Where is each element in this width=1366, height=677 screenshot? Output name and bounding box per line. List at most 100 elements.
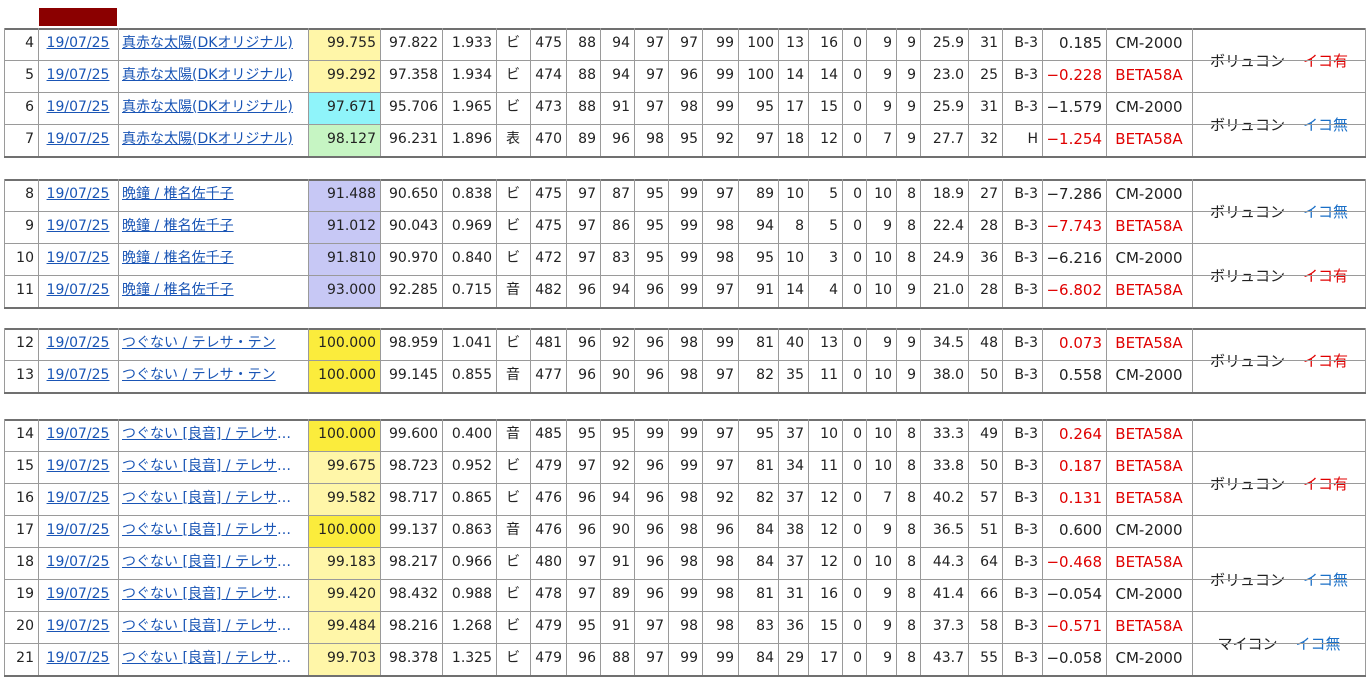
date-cell[interactable]: 19/07/25 xyxy=(38,60,118,92)
song-cell[interactable]: つぐない [良音] / テレサ・テン xyxy=(118,547,308,579)
column-divider xyxy=(1192,179,1193,307)
song-link[interactable]: 晩鐘 / 椎名佐千子 xyxy=(122,282,234,298)
song-link[interactable]: つぐない / テレサ・テン xyxy=(122,367,276,383)
date-cell[interactable]: 19/07/25 xyxy=(38,579,118,611)
song-cell[interactable]: 真赤な太陽(DKオリジナル) xyxy=(118,92,308,124)
song-link[interactable]: 晩鐘 / 椎名佐千子 xyxy=(122,186,234,202)
date-link[interactable]: 19/07/25 xyxy=(46,522,110,538)
song-link[interactable]: 晩鐘 / 椎名佐千子 xyxy=(122,218,234,234)
song-link[interactable]: つぐない [良音] / テレサ・テン xyxy=(122,490,304,506)
date-cell[interactable]: 19/07/25 xyxy=(38,483,118,515)
column-divider xyxy=(634,328,635,392)
date-link[interactable]: 19/07/25 xyxy=(46,618,110,634)
song-cell[interactable]: つぐない [良音] / テレサ・テン xyxy=(118,643,308,675)
vibrato-seconds-cell: 44.3 xyxy=(932,554,964,570)
column-divider xyxy=(1002,328,1003,392)
date-cell[interactable]: 19/07/25 xyxy=(38,611,118,643)
date-link[interactable]: 19/07/25 xyxy=(46,186,110,202)
date-cell[interactable]: 19/07/25 xyxy=(38,643,118,675)
date-link[interactable]: 19/07/25 xyxy=(46,458,110,474)
date-cell[interactable]: 19/07/25 xyxy=(38,451,118,483)
song-link[interactable]: つぐない [良音] / テレサ・テン xyxy=(122,554,304,570)
column-divider xyxy=(668,179,669,307)
header-kobushi xyxy=(808,8,842,26)
date-link[interactable]: 19/07/25 xyxy=(46,282,110,298)
date-cell[interactable]: 19/07/25 xyxy=(38,211,118,243)
date-cell[interactable]: 19/07/25 xyxy=(38,547,118,579)
song-link[interactable]: つぐない [良音] / テレサ・テン xyxy=(122,458,304,474)
song-cell[interactable]: 晩鐘 / 椎名佐千子 xyxy=(118,243,308,275)
song-cell[interactable]: つぐない [良音] / テレサ・テン xyxy=(118,611,308,643)
song-cell[interactable]: 真赤な太陽(DKオリジナル) xyxy=(118,60,308,92)
date-link[interactable]: 19/07/25 xyxy=(46,335,110,351)
song-cell[interactable]: 真赤な太陽(DKオリジナル) xyxy=(118,124,308,156)
date-link[interactable]: 19/07/25 xyxy=(46,586,110,602)
ura-bonus-cell: −7.743 xyxy=(1046,217,1102,235)
ura-bonus-cell: 0.187 xyxy=(1059,457,1102,475)
date-link[interactable]: 19/07/25 xyxy=(46,99,110,115)
song-link[interactable]: つぐない [良音] / テレサ・テン xyxy=(122,522,304,538)
song-cell[interactable]: つぐない [良音] / テレサ・テン xyxy=(118,419,308,451)
song-cell[interactable]: 晩鐘 / 椎名佐千子 xyxy=(118,275,308,307)
stability-cell: 96 xyxy=(612,131,630,147)
date-link[interactable]: 19/07/25 xyxy=(46,367,110,383)
song-cell[interactable]: 晩鐘 / 椎名佐千子 xyxy=(118,211,308,243)
date-cell[interactable]: 19/07/25 xyxy=(38,243,118,275)
bonus-type-cell: ビ xyxy=(506,250,520,266)
date-link[interactable]: 19/07/25 xyxy=(46,650,110,666)
row-divider xyxy=(4,275,1366,276)
date-link[interactable]: 19/07/25 xyxy=(46,250,110,266)
column-divider xyxy=(1002,28,1003,156)
date-link[interactable]: 19/07/25 xyxy=(46,35,110,51)
date-cell[interactable]: 19/07/25 xyxy=(38,179,118,211)
kobushi-cell: 16 xyxy=(820,586,838,602)
song-link[interactable]: つぐない [良音] / テレサ・テン xyxy=(122,618,304,634)
song-link[interactable]: 晩鐘 / 椎名佐千子 xyxy=(122,250,234,266)
date-cell[interactable]: 19/07/25 xyxy=(38,92,118,124)
song-cell[interactable]: つぐない [良音] / テレサ・テン xyxy=(118,515,308,547)
date-link[interactable]: 19/07/25 xyxy=(46,490,110,506)
date-cell[interactable]: 19/07/25 xyxy=(38,124,118,156)
vibrato-cell: 9 xyxy=(907,67,916,83)
column-divider xyxy=(1192,28,1193,156)
bonus-type-cell: 音 xyxy=(506,367,520,383)
pitch-cell: 97 xyxy=(578,250,596,266)
column-divider xyxy=(738,28,739,156)
song-link[interactable]: つぐない [良音] / テレサ・テン xyxy=(122,426,304,442)
date-cell[interactable]: 19/07/25 xyxy=(38,419,118,451)
date-cell[interactable]: 19/07/25 xyxy=(38,328,118,360)
date-link[interactable]: 19/07/25 xyxy=(46,554,110,570)
raw-score-cell: 92.285 xyxy=(389,282,438,298)
vibrato-cell: 8 xyxy=(907,586,916,602)
date-link[interactable]: 19/07/25 xyxy=(46,218,110,234)
song-cell[interactable]: つぐない [良音] / テレサ・テン xyxy=(118,483,308,515)
date-cell[interactable]: 19/07/25 xyxy=(38,28,118,60)
column-divider xyxy=(530,179,531,307)
song-cell[interactable]: つぐない [良音] / テレサ・テン xyxy=(118,579,308,611)
date-cell[interactable]: 19/07/25 xyxy=(38,275,118,307)
date-cell[interactable]: 19/07/25 xyxy=(38,360,118,392)
column-divider xyxy=(778,328,779,392)
song-link[interactable]: 真赤な太陽(DKオリジナル) xyxy=(122,35,293,51)
song-link[interactable]: 真赤な太陽(DKオリジナル) xyxy=(122,67,293,83)
song-cell[interactable]: つぐない / テレサ・テン xyxy=(118,360,308,392)
date-link[interactable]: 19/07/25 xyxy=(46,426,110,442)
song-cell[interactable]: 真赤な太陽(DKオリジナル) xyxy=(118,28,308,60)
song-cell[interactable]: つぐない / テレサ・テン xyxy=(118,328,308,360)
expression-cell: 96 xyxy=(646,490,664,506)
song-cell[interactable]: 晩鐘 / 椎名佐千子 xyxy=(118,179,308,211)
date-link[interactable]: 19/07/25 xyxy=(46,67,110,83)
column-divider xyxy=(968,179,969,307)
song-cell[interactable]: つぐない [良音] / テレサ・テン xyxy=(118,451,308,483)
song-link[interactable]: つぐない / テレサ・テン xyxy=(122,335,276,351)
song-link[interactable]: つぐない [良音] / テレサ・テン xyxy=(122,586,304,602)
date-cell[interactable]: 19/07/25 xyxy=(38,515,118,547)
song-link[interactable]: 真赤な太陽(DKオリジナル) xyxy=(122,131,293,147)
bonus-type-cell: ビ xyxy=(506,218,520,234)
song-link[interactable]: つぐない [良音] / テレサ・テン xyxy=(122,650,304,666)
chikei-total-cell: 472 xyxy=(535,250,562,266)
date-link[interactable]: 19/07/25 xyxy=(46,131,110,147)
pitch-cell: 89 xyxy=(578,131,596,147)
score-cell: 99.755 xyxy=(308,28,380,60)
song-link[interactable]: 真赤な太陽(DKオリジナル) xyxy=(122,99,293,115)
